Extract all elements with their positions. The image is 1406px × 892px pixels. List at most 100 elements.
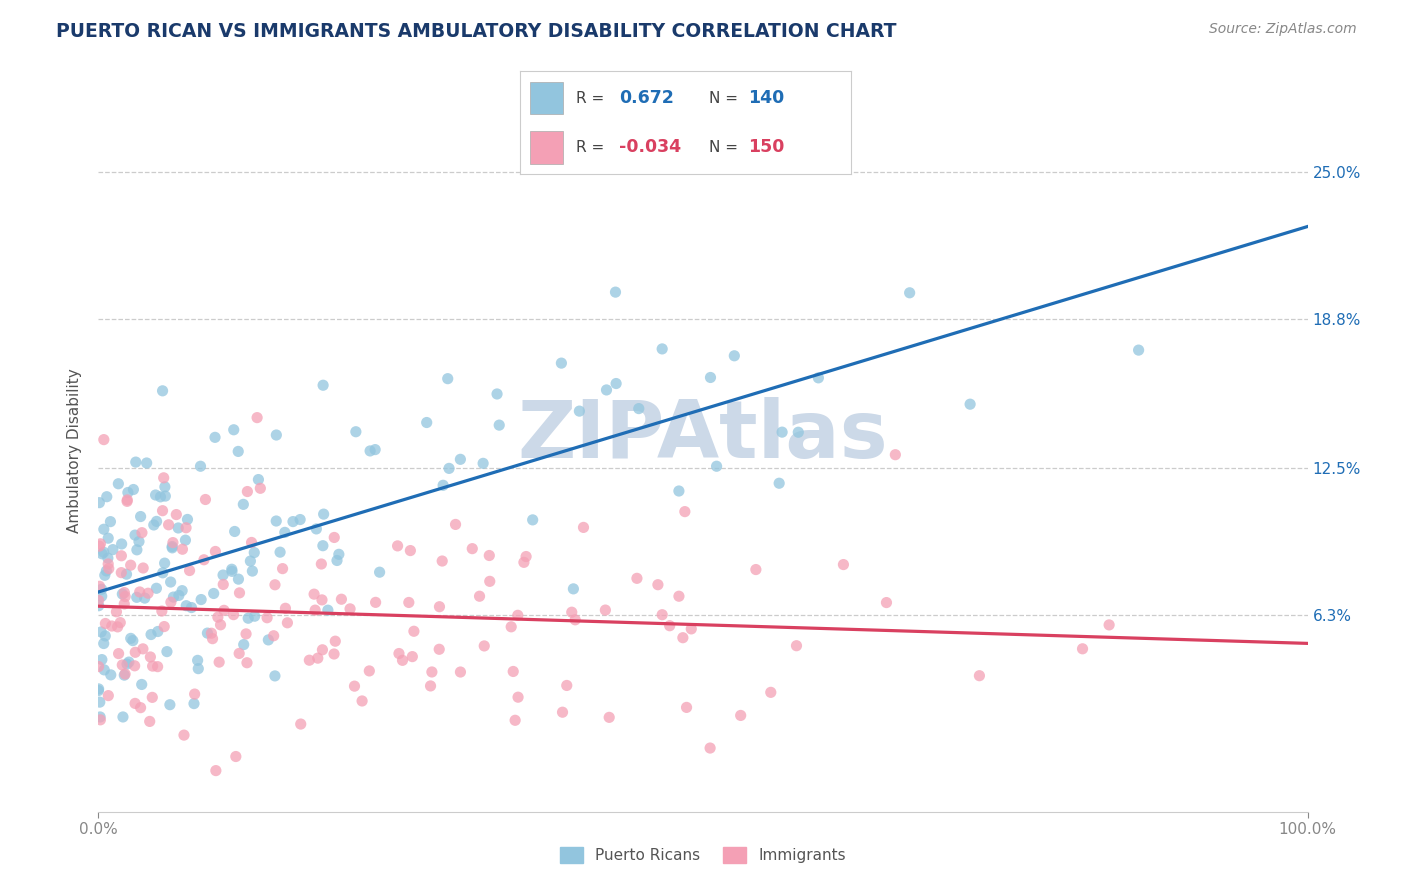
Point	[129, 700, 152, 714]
Point	[93, 663, 115, 677]
Point	[173, 728, 195, 742]
Point	[595, 603, 617, 617]
Point	[136, 586, 159, 600]
Point	[681, 622, 703, 636]
Point	[100, 668, 122, 682]
Point	[160, 541, 183, 555]
Bar	[530, 81, 564, 114]
Point	[787, 425, 810, 440]
Point	[100, 515, 122, 529]
Point	[257, 632, 280, 647]
Point	[197, 626, 219, 640]
Point	[344, 425, 367, 439]
Point	[288, 512, 311, 526]
Point	[647, 577, 669, 591]
Point	[93, 545, 115, 559]
Point	[311, 557, 333, 571]
Point	[97, 531, 120, 545]
Point	[264, 514, 287, 528]
Point	[328, 547, 350, 561]
Point	[745, 563, 768, 577]
Point	[770, 425, 793, 439]
Point	[94, 616, 117, 631]
Point	[420, 665, 443, 679]
Point	[172, 542, 194, 557]
Y-axis label: Ambulatory Disability: Ambulatory Disability	[67, 368, 83, 533]
Point	[97, 561, 120, 575]
Point	[146, 659, 169, 673]
Point	[118, 655, 141, 669]
Point	[706, 459, 728, 474]
Point	[90, 582, 112, 597]
Point	[503, 714, 526, 728]
Point	[165, 508, 187, 522]
Point	[249, 481, 271, 495]
Point	[759, 685, 782, 699]
Point	[139, 650, 162, 665]
Point	[93, 522, 115, 536]
Point	[387, 539, 409, 553]
Point	[153, 480, 176, 494]
Point	[290, 717, 312, 731]
Point	[117, 485, 139, 500]
Point	[128, 534, 150, 549]
Point	[402, 624, 425, 639]
Point	[153, 619, 176, 633]
Point	[87, 593, 110, 607]
Point	[605, 376, 627, 391]
Point	[156, 644, 179, 658]
Point	[651, 607, 673, 622]
Point	[179, 564, 201, 578]
Point	[222, 423, 245, 437]
Point	[398, 595, 420, 609]
Point	[89, 579, 111, 593]
Point	[312, 378, 335, 392]
Point	[1098, 618, 1121, 632]
Point	[269, 545, 291, 559]
Point	[312, 507, 335, 521]
Text: R =: R =	[576, 90, 610, 105]
Point	[235, 627, 257, 641]
Text: N =: N =	[709, 90, 742, 105]
Point	[513, 555, 536, 569]
Text: 140: 140	[748, 89, 785, 107]
Point	[302, 587, 325, 601]
Point	[568, 404, 591, 418]
Point	[93, 636, 115, 650]
Point	[399, 543, 422, 558]
Point	[281, 515, 304, 529]
Point	[167, 521, 190, 535]
Point	[160, 540, 183, 554]
Point	[114, 590, 136, 604]
Point	[190, 459, 212, 474]
Point	[107, 647, 129, 661]
Point	[391, 653, 413, 667]
Point	[768, 476, 790, 491]
Point	[506, 608, 529, 623]
Point	[875, 596, 897, 610]
Point	[205, 764, 228, 778]
Point	[89, 537, 111, 551]
Point	[298, 653, 321, 667]
Point	[131, 677, 153, 691]
Point	[152, 384, 174, 398]
Point	[174, 533, 197, 548]
Point	[172, 583, 194, 598]
Point	[176, 512, 198, 526]
Point	[242, 564, 264, 578]
Point	[221, 562, 243, 576]
Point	[190, 592, 212, 607]
Point	[561, 605, 583, 619]
Point	[167, 588, 190, 602]
Point	[146, 624, 169, 639]
Point	[236, 484, 259, 499]
Point	[343, 679, 366, 693]
Point	[101, 619, 124, 633]
Point	[246, 410, 269, 425]
Point	[668, 589, 690, 603]
Point	[478, 574, 501, 589]
Point	[101, 542, 124, 557]
Point	[187, 653, 209, 667]
Point	[449, 452, 471, 467]
Point	[312, 539, 335, 553]
